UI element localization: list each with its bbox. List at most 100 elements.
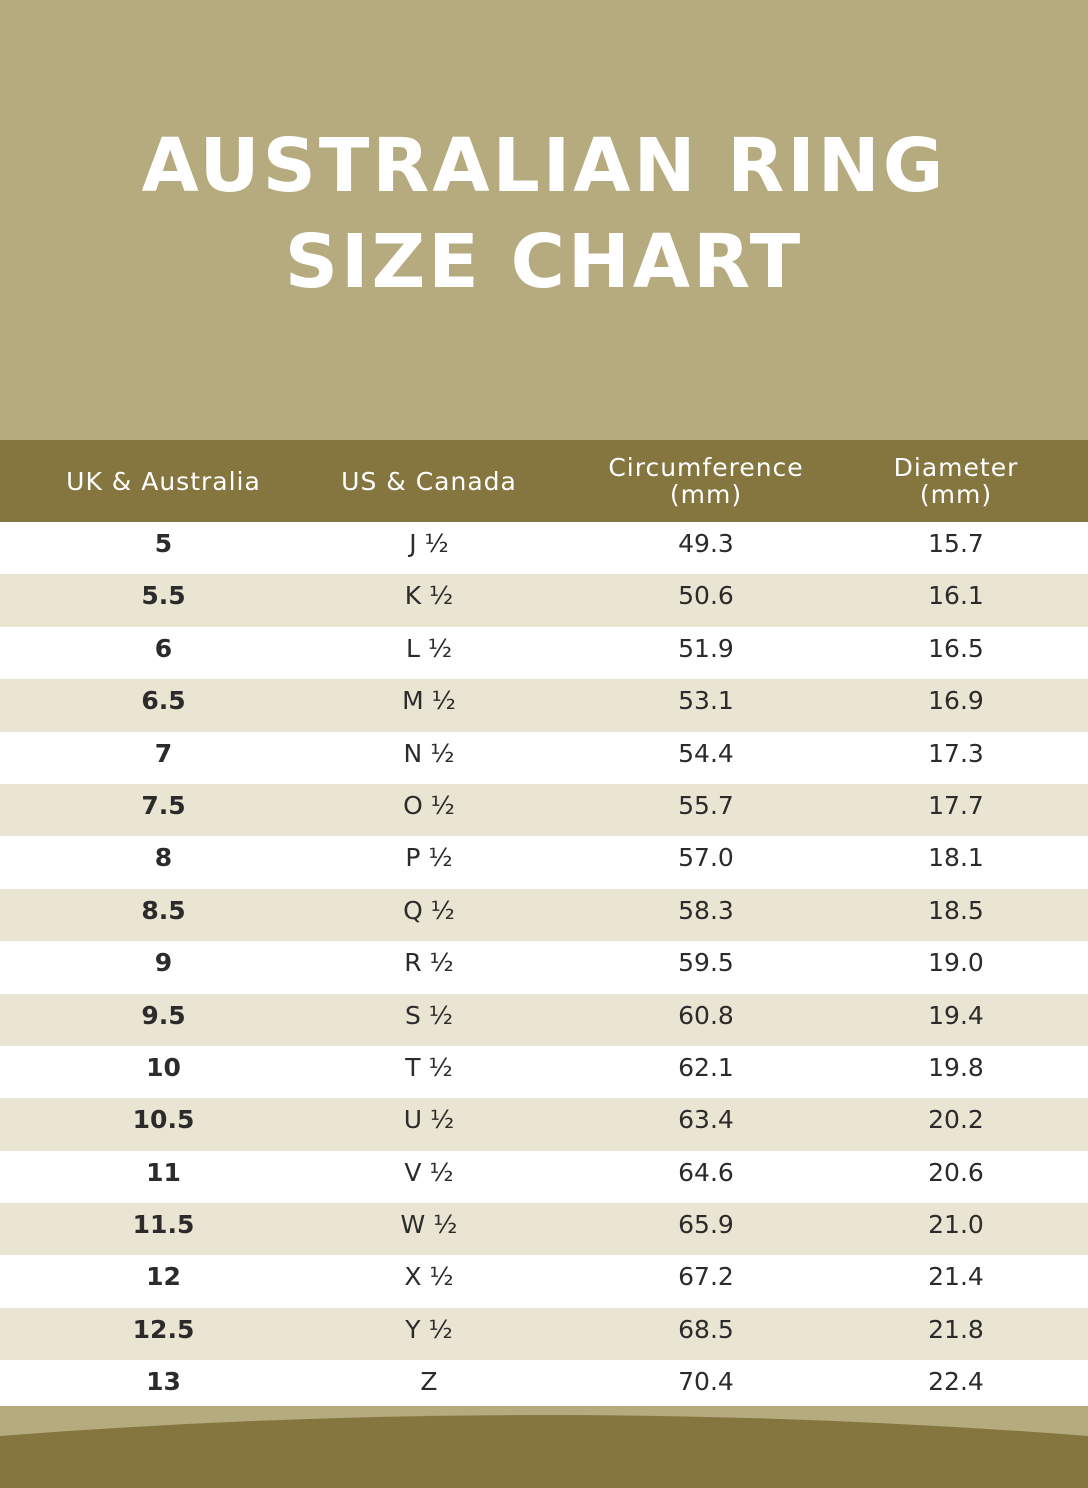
title-line-1: AUSTRALIAN RING [141,123,947,209]
cell-circumference: 51.9 [678,633,734,663]
column-header-line: Circumference [608,453,804,482]
table-row: 11 V ½ 64.6 20.6 [0,1150,1088,1204]
cell-diameter: 21.0 [928,1210,984,1240]
cell-uk-australia: 5.5 [141,581,186,611]
table-row: 9.5 S ½ 60.8 19.4 [0,993,1088,1046]
table-row: 10 T ½ 62.1 19.8 [0,1045,1088,1099]
table-row: 8.5 Q ½ 58.3 18.5 [0,888,1088,942]
cell-circumference: 50.6 [678,581,734,611]
cell-uk-australia: 8.5 [141,895,186,925]
cell-circumference: 58.3 [678,895,734,925]
cell-diameter: 21.4 [928,1262,984,1292]
cell-us-canada: L ½ [405,633,453,663]
cell-diameter: 15.7 [928,529,984,558]
cell-us-canada: T ½ [405,1052,453,1082]
column-header-line: US & Canada [341,466,517,496]
cell-circumference: 63.4 [678,1105,734,1135]
cell-us-canada: Y ½ [405,1314,453,1344]
cell-uk-australia: 5 [154,529,173,558]
cell-us-canada: Q ½ [403,895,455,925]
column-header-diameter: Diameter (mm) [831,440,1081,522]
cell-us-canada: V ½ [404,1157,454,1187]
cell-uk-australia: 7 [154,738,173,768]
cell-circumference: 59.5 [678,948,734,978]
cell-diameter: 19.4 [928,1000,984,1030]
cell-diameter: 19.0 [928,948,984,978]
table-row: 10.5 U ½ 63.4 20.2 [0,1098,1088,1151]
cell-uk-australia: 11 [146,1157,181,1187]
cell-circumference: 57.0 [678,843,734,873]
cell-uk-australia: 12 [146,1262,181,1292]
cell-uk-australia: 11.5 [132,1210,195,1240]
cell-us-canada: R ½ [404,948,454,978]
cell-diameter: 22.4 [928,1367,984,1397]
cell-uk-australia: 9.5 [141,1000,186,1030]
cell-us-canada: K ½ [404,581,454,611]
cell-uk-australia: 6 [154,633,173,663]
cell-diameter: 17.7 [928,790,984,820]
cell-circumference: 70.4 [678,1367,734,1397]
column-header-uk-australia: UK & Australia [0,440,327,522]
table-row: 9 R ½ 59.5 19.0 [0,941,1088,994]
header-banner: AUSTRALIAN RING SIZE CHART [0,0,1088,440]
cell-uk-australia: 8 [154,843,173,873]
cell-diameter: 17.3 [928,738,984,768]
cell-circumference: 62.1 [678,1052,734,1082]
page-title: AUSTRALIAN RING SIZE CHART [0,118,1088,310]
footer-wave-shape [0,1415,1088,1488]
cell-diameter: 20.6 [928,1157,984,1187]
column-header-line: Diameter [893,453,1019,482]
column-header-line: UK & Australia [66,466,261,496]
cell-diameter: 16.5 [928,633,984,663]
cell-circumference: 55.7 [678,790,734,820]
cell-uk-australia: 13 [146,1367,181,1397]
cell-diameter: 16.1 [928,581,984,611]
cell-us-canada: S ½ [404,1000,454,1030]
column-header-unit: (mm) [919,480,993,509]
cell-diameter: 18.1 [928,843,984,873]
table-row: 12 X ½ 67.2 21.4 [0,1255,1088,1308]
table-row: 6.5 M ½ 53.1 16.9 [0,679,1088,732]
table-row: 11.5 W ½ 65.9 21.0 [0,1203,1088,1256]
table-row: 12.5 Y ½ 68.5 21.8 [0,1307,1088,1361]
cell-circumference: 65.9 [678,1210,734,1240]
table-row: 13 Z 70.4 22.4 [0,1360,1088,1413]
cell-uk-australia: 12.5 [132,1314,195,1344]
footer-wave [0,1406,1088,1488]
table-row: 7 N ½ 54.4 17.3 [0,731,1088,784]
cell-circumference: 68.5 [678,1314,734,1344]
table-row: 8 P ½ 57.0 18.1 [0,836,1088,889]
table-row: 7.5 O ½ 55.7 17.7 [0,783,1088,837]
cell-diameter: 18.5 [928,895,984,925]
cell-uk-australia: 10 [146,1052,181,1082]
cell-us-canada: J ½ [409,529,449,558]
table-row: 6 L ½ 51.9 16.5 [0,626,1088,680]
column-header-unit: (mm) [669,480,743,509]
cell-circumference: 49.3 [678,529,734,558]
cell-us-canada: N ½ [403,738,455,768]
cell-us-canada: M ½ [402,686,456,716]
title-line-2: SIZE CHART [284,219,804,305]
cell-us-canada: O ½ [403,790,455,820]
cell-uk-australia: 7.5 [141,790,186,820]
table-row: 5.5 K ½ 50.6 16.1 [0,574,1088,627]
cell-circumference: 64.6 [678,1157,734,1187]
cell-uk-australia: 10.5 [132,1105,195,1135]
cell-uk-australia: 9 [154,948,173,978]
cell-diameter: 21.8 [928,1314,984,1344]
cell-diameter: 16.9 [928,686,984,716]
table-header-row: UK & Australia US & Canada Circumference… [0,440,1088,522]
table-row: 5 J ½ 49.3 15.7 [0,522,1088,575]
cell-diameter: 20.2 [928,1105,984,1135]
cell-us-canada: P ½ [405,843,453,873]
column-header-circumference: Circumference (mm) [571,440,841,522]
size-table-body: 5 J ½ 49.3 15.7 5.5 K ½ 50.6 16.1 6 L ½ 51.9 16.5 6.… [0,522,1088,1413]
cell-uk-australia: 6.5 [141,686,186,716]
cell-us-canada: U ½ [403,1105,455,1135]
cell-circumference: 67.2 [678,1262,734,1292]
cell-us-canada: X ½ [404,1262,454,1292]
cell-us-canada: W ½ [400,1210,458,1240]
cell-circumference: 54.4 [678,738,734,768]
cell-diameter: 19.8 [928,1052,984,1082]
